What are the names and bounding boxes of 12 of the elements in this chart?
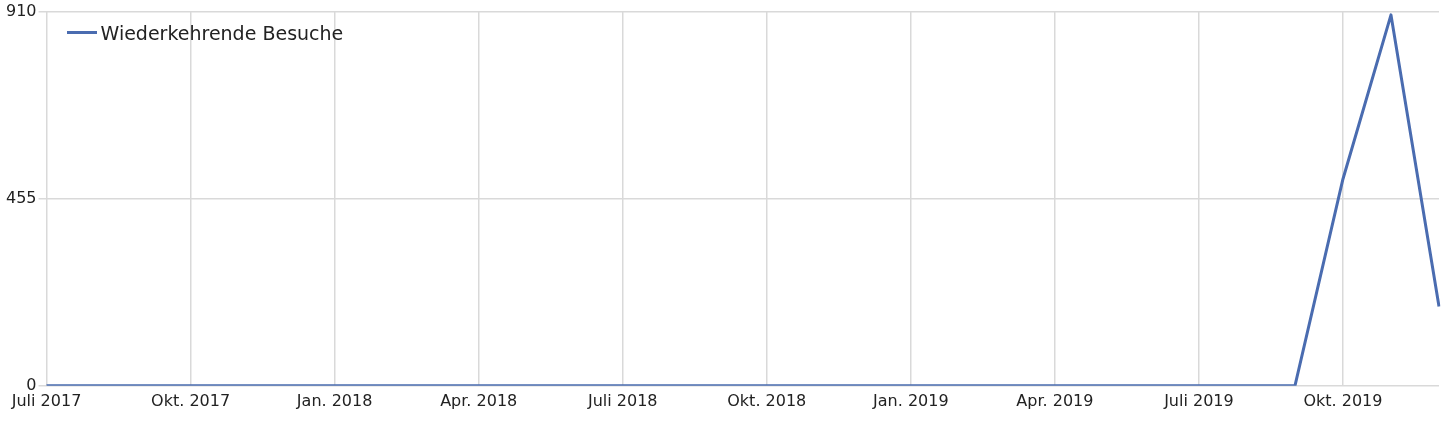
y-tick-label: 910 bbox=[5, 0, 37, 20]
legend-label: Wiederkehrende Besuche bbox=[100, 21, 344, 44]
x-tick-label: Apr. 2019 bbox=[1016, 390, 1094, 410]
x-tick-label: Apr. 2018 bbox=[440, 390, 518, 410]
x-tick-label: Juli 2018 bbox=[586, 390, 658, 410]
x-tick-label: Okt. 2017 bbox=[151, 390, 231, 410]
x-tick-label: Juli 2019 bbox=[1163, 390, 1234, 410]
y-tick-label: 455 bbox=[5, 187, 37, 207]
x-tick-label: Jan. 2018 bbox=[295, 390, 373, 410]
x-tick-label: Jan. 2019 bbox=[872, 390, 949, 410]
x-tick-label: Okt. 2019 bbox=[1303, 390, 1383, 410]
x-tick-label: Okt. 2018 bbox=[727, 390, 807, 410]
